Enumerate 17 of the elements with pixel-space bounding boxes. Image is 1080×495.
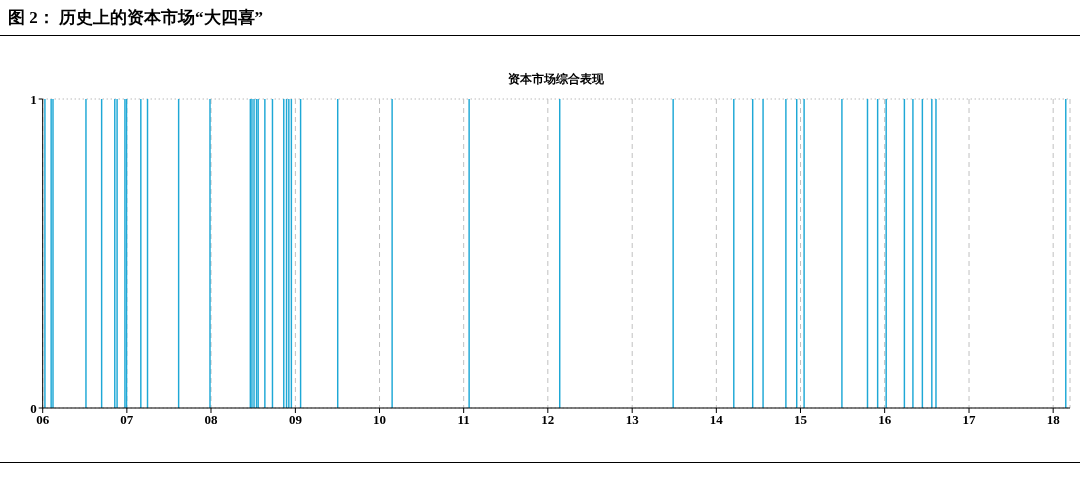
- x-tick-label: 10: [373, 412, 387, 428]
- x-tick-label: 08: [204, 412, 218, 428]
- x-tick-label: 18: [1046, 412, 1061, 428]
- chart-subtitle: 资本市场综合表现: [507, 71, 605, 88]
- x-tick-label: 09: [288, 412, 303, 428]
- y-tick-label: 1: [30, 91, 37, 107]
- x-tick-label: 15: [794, 412, 808, 428]
- x-tick-label: 13: [625, 412, 640, 428]
- x-tick-label: 16: [878, 412, 892, 428]
- x-tick-label: 11: [457, 412, 470, 428]
- x-tick-label: 14: [709, 412, 724, 428]
- x-tick-label: 06: [36, 412, 50, 428]
- x-tick-label: 07: [120, 412, 134, 428]
- x-tick-label: 12: [541, 412, 555, 428]
- x-tick-label: 17: [962, 412, 977, 428]
- y-tick-label: 0: [30, 400, 37, 416]
- chart-title: 图 2： 历史上的资本市场“大四喜”: [8, 7, 263, 29]
